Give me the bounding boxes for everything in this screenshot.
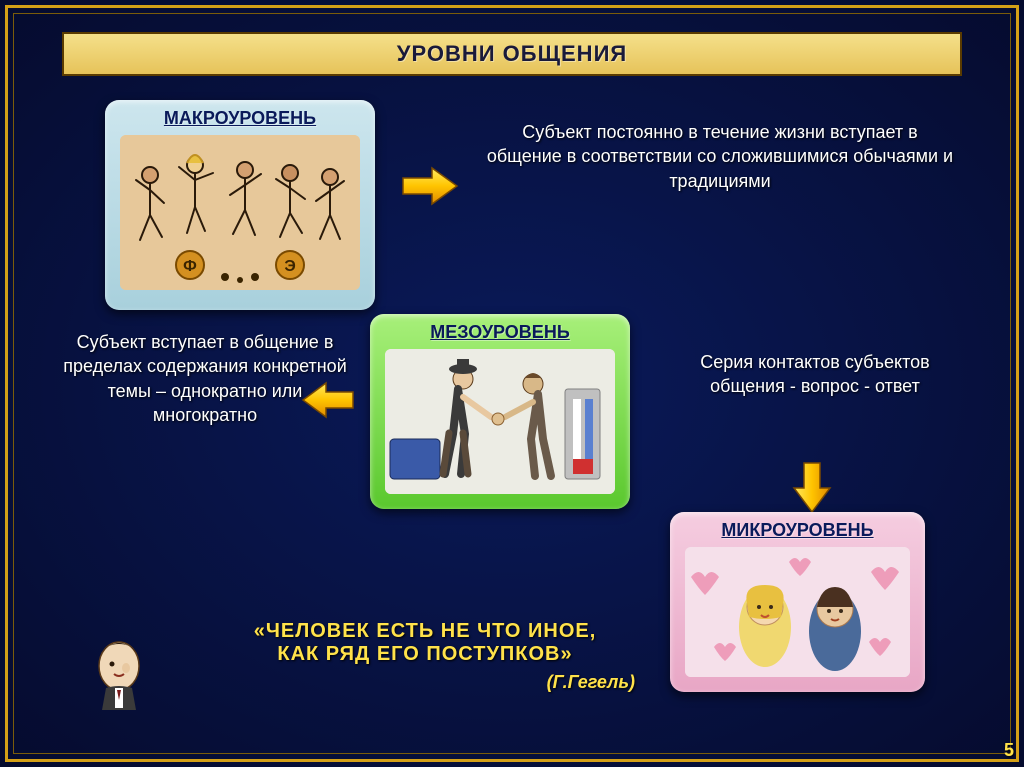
text-meso-right: Серия контактов субъектов общения - вопр… — [675, 350, 955, 399]
card-micro-image — [685, 547, 910, 677]
card-macro: МАКРОУРОВЕНЬ — [105, 100, 375, 310]
card-micro-label: МИКРОУРОВЕНЬ — [680, 520, 915, 541]
text-macro: Субъект постоянно в течение жизни вступа… — [485, 120, 955, 193]
quote-attribution: (Г.Гегель) — [175, 672, 675, 693]
card-meso-image — [385, 349, 615, 494]
arrow-down-icon — [790, 460, 834, 515]
card-macro-label: МАКРОУРОВЕНЬ — [115, 108, 365, 129]
arrow-right-icon — [400, 165, 460, 207]
card-meso-label: МЕЗОУРОВЕНЬ — [380, 322, 620, 343]
quote-line-1: «ЧЕЛОВЕК ЕСТЬ НЕ ЧТО ИНОЕ, — [175, 620, 675, 643]
title-bar: УРОВНИ ОБЩЕНИЯ — [62, 32, 962, 76]
card-micro: МИКРОУРОВЕНЬ — [670, 512, 925, 692]
dancing-people-icon: Ф Э — [120, 135, 360, 290]
arrow-left-icon — [300, 380, 356, 420]
card-macro-image: Ф Э — [120, 135, 360, 290]
svg-text:Ф: Ф — [183, 258, 197, 275]
svg-text:Э: Э — [284, 258, 295, 275]
profile-head-icon — [90, 638, 148, 710]
quote-line-2: КАК РЯД ЕГО ПОСТУПКОВ» — [175, 643, 675, 666]
couple-hearts-icon — [685, 547, 910, 677]
quote-block: «ЧЕЛОВЕК ЕСТЬ НЕ ЧТО ИНОЕ, КАК РЯД ЕГО П… — [175, 620, 675, 693]
page-number: 5 — [1004, 740, 1014, 761]
card-meso: МЕЗОУРОВЕНЬ — [370, 314, 630, 509]
slide-title: УРОВНИ ОБЩЕНИЯ — [397, 41, 627, 67]
handshake-icon — [385, 349, 615, 494]
